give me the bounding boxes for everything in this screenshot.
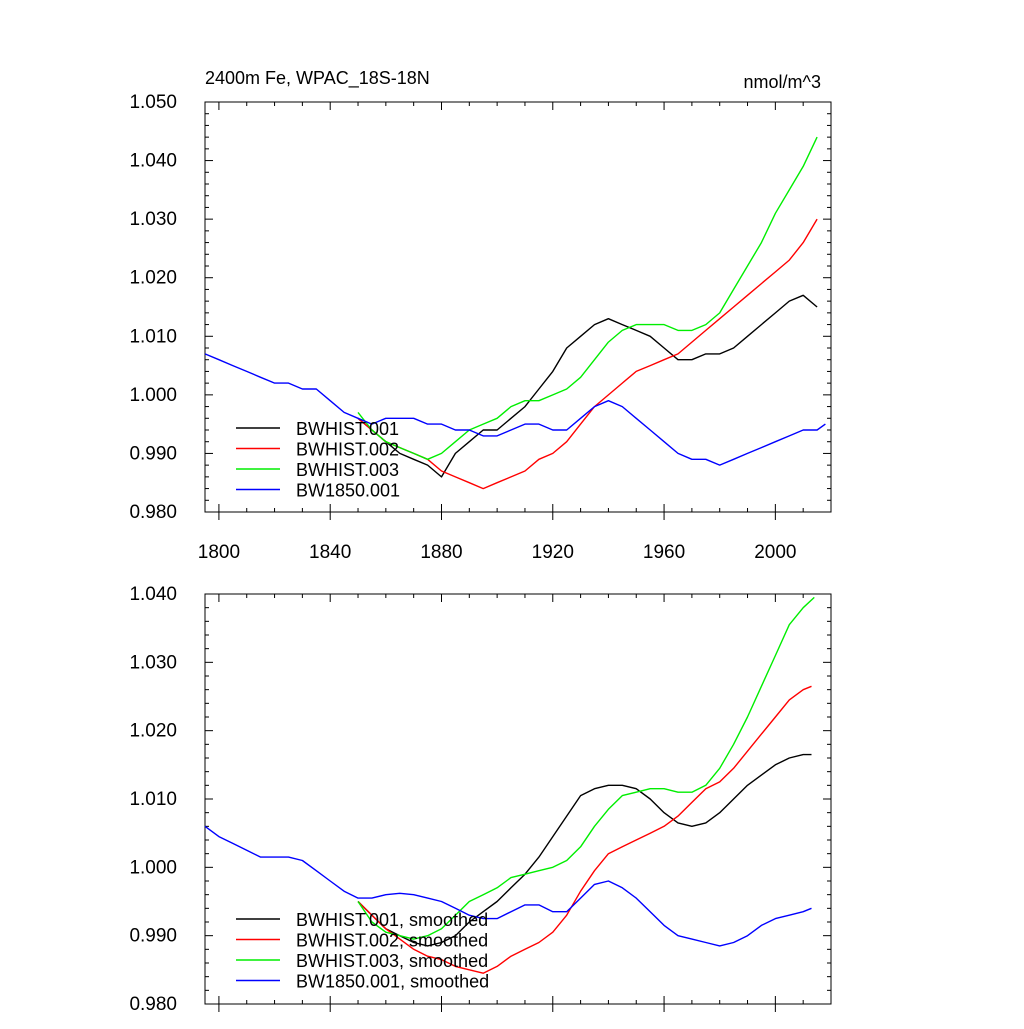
x-tick-label: 1880 bbox=[420, 542, 462, 563]
series-line-1 bbox=[357, 294, 818, 478]
y-tick-label: 1.050 bbox=[129, 92, 177, 113]
y-tick-label: 1.000 bbox=[129, 857, 177, 878]
chart-units: nmol/m^3 bbox=[744, 72, 821, 92]
y-tick-label: 0.980 bbox=[129, 502, 177, 523]
series-line-4 bbox=[204, 353, 826, 466]
y-tick-label: 1.020 bbox=[129, 268, 177, 289]
legend-label-1: BWHIST.001, smoothed bbox=[296, 910, 488, 930]
legend-label-2: BWHIST.002, smoothed bbox=[296, 931, 488, 951]
y-tick-label: 1.000 bbox=[129, 385, 177, 406]
y-tick-label: 1.040 bbox=[129, 584, 177, 605]
series-line-2 bbox=[357, 685, 812, 974]
legend-label-2: BWHIST.002 bbox=[296, 440, 399, 460]
y-tick-label: 0.990 bbox=[129, 926, 177, 947]
legend-label-1: BWHIST.001 bbox=[296, 419, 399, 439]
legend-label-3: BWHIST.003, smoothed bbox=[296, 951, 488, 971]
y-tick-label: 1.020 bbox=[129, 721, 177, 742]
legend-label-3: BWHIST.003 bbox=[296, 460, 399, 480]
y-tick-label: 1.040 bbox=[129, 151, 177, 172]
y-tick-label: 1.010 bbox=[129, 326, 177, 347]
x-tick-label: 1920 bbox=[532, 542, 574, 563]
x-tick-label: 1840 bbox=[309, 542, 351, 563]
x-tick-label: 2000 bbox=[754, 542, 796, 563]
y-tick-label: 1.030 bbox=[129, 652, 177, 673]
x-tick-label: 1960 bbox=[643, 542, 685, 563]
series-line-4 bbox=[204, 825, 812, 947]
series-line-1 bbox=[357, 753, 812, 947]
plot-frame-1 bbox=[204, 101, 832, 513]
y-tick-label: 0.980 bbox=[129, 994, 177, 1015]
series-line-2 bbox=[357, 218, 818, 490]
legend-label-4: BW1850.001, smoothed bbox=[296, 972, 489, 992]
x-tick-label: 1800 bbox=[198, 542, 240, 563]
chart-title: 2400m Fe, WPAC_18S-18N bbox=[205, 68, 430, 89]
y-tick-label: 0.990 bbox=[129, 443, 177, 464]
y-tick-label: 1.030 bbox=[129, 209, 177, 230]
legend-label-4: BW1850.001 bbox=[296, 481, 400, 501]
y-tick-label: 1.010 bbox=[129, 789, 177, 810]
series-line-3 bbox=[357, 596, 815, 940]
series-line-3 bbox=[357, 136, 818, 460]
